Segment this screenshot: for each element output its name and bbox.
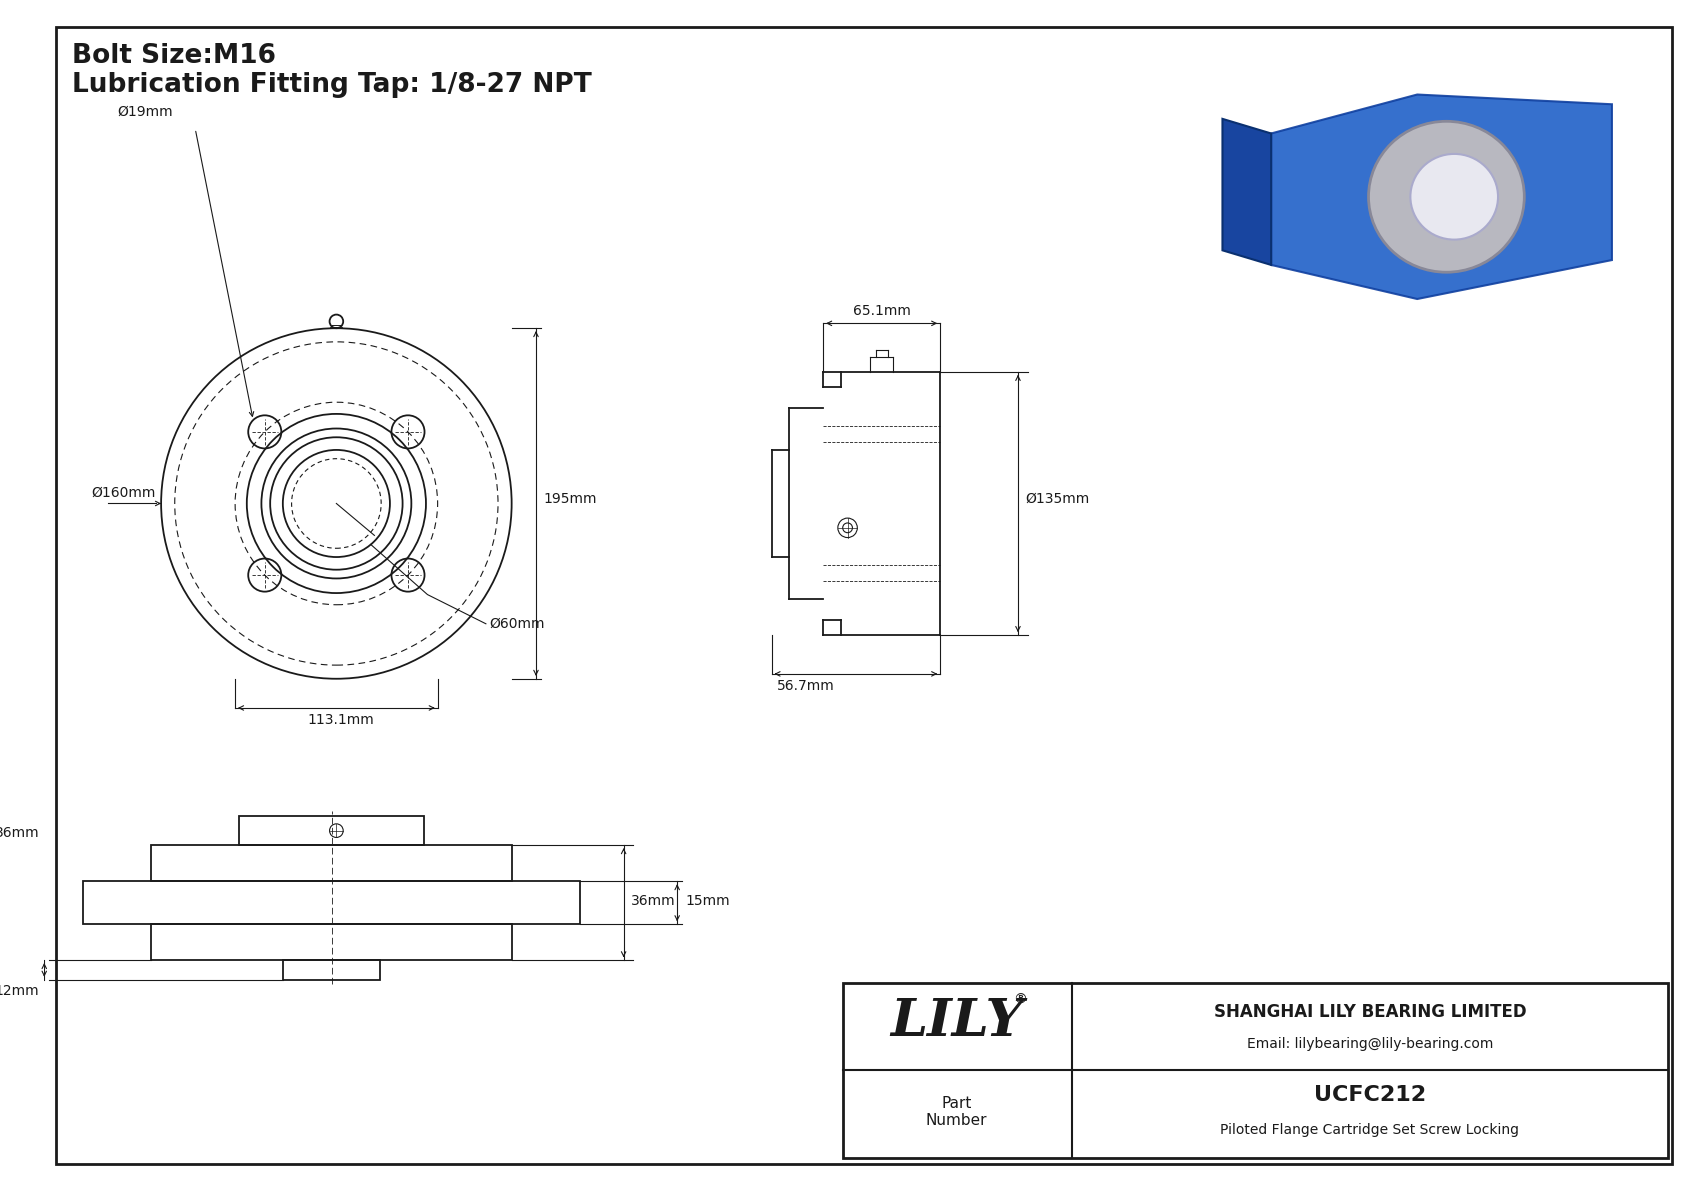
Text: 113.1mm: 113.1mm <box>306 713 374 727</box>
Bar <box>842 983 1669 1158</box>
Bar <box>152 924 512 960</box>
Polygon shape <box>1223 119 1271 264</box>
Text: 56.7mm: 56.7mm <box>776 679 834 693</box>
Polygon shape <box>1271 94 1612 299</box>
Bar <box>283 960 381 980</box>
Text: ®: ® <box>1014 992 1027 1006</box>
Ellipse shape <box>1411 154 1499 239</box>
Text: 36mm: 36mm <box>632 893 675 908</box>
Text: Ø60mm: Ø60mm <box>490 617 546 631</box>
Text: 36mm: 36mm <box>0 827 39 841</box>
Text: SHANGHAI LILY BEARING LIMITED: SHANGHAI LILY BEARING LIMITED <box>1214 1003 1526 1022</box>
Text: UCFC212: UCFC212 <box>1314 1085 1426 1105</box>
Bar <box>239 816 424 846</box>
Text: 195mm: 195mm <box>544 492 598 506</box>
Text: 15mm: 15mm <box>685 893 729 908</box>
Text: Lubrication Fitting Tap: 1/8-27 NPT: Lubrication Fitting Tap: 1/8-27 NPT <box>71 73 591 98</box>
Text: Bolt Size:M16: Bolt Size:M16 <box>71 43 276 69</box>
Text: Piloted Flange Cartridge Set Screw Locking: Piloted Flange Cartridge Set Screw Locki… <box>1221 1123 1519 1136</box>
Text: 65.1mm: 65.1mm <box>852 304 911 318</box>
Text: Part
Number: Part Number <box>926 1096 987 1128</box>
Bar <box>152 846 512 881</box>
Text: Ø160mm: Ø160mm <box>91 486 155 499</box>
Text: 12mm: 12mm <box>0 985 39 998</box>
Text: Email: lilybearing@lily-bearing.com: Email: lilybearing@lily-bearing.com <box>1246 1037 1494 1050</box>
Ellipse shape <box>1369 121 1524 273</box>
Text: LILY: LILY <box>891 996 1024 1047</box>
Text: Ø19mm: Ø19mm <box>118 105 173 119</box>
Text: Ø135mm: Ø135mm <box>1026 492 1090 506</box>
Bar <box>83 881 579 924</box>
